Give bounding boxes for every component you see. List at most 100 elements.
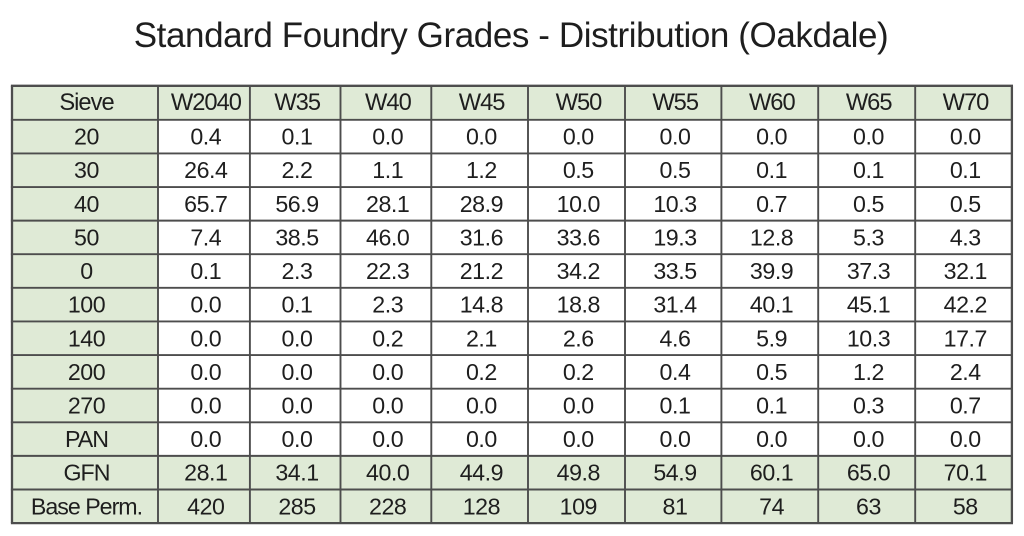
svg-text:28.1: 28.1: [366, 191, 409, 217]
svg-text:0.0: 0.0: [756, 124, 787, 150]
svg-text:0.0: 0.0: [372, 124, 403, 150]
svg-text:65.7: 65.7: [184, 191, 227, 217]
svg-text:31.4: 31.4: [653, 292, 697, 318]
svg-text:0.0: 0.0: [190, 292, 221, 318]
svg-text:W2040: W2040: [171, 90, 242, 116]
svg-text:0.0: 0.0: [950, 124, 981, 150]
svg-text:1.2: 1.2: [853, 359, 884, 385]
svg-text:44.9: 44.9: [460, 460, 503, 486]
svg-text:W50: W50: [556, 90, 603, 116]
svg-text:49.8: 49.8: [557, 460, 600, 486]
svg-text:63: 63: [856, 493, 881, 519]
svg-text:14.8: 14.8: [460, 292, 503, 318]
svg-text:128: 128: [463, 493, 500, 519]
svg-text:33.6: 33.6: [557, 224, 600, 250]
svg-text:0.0: 0.0: [282, 359, 313, 385]
svg-text:0.1: 0.1: [950, 157, 981, 183]
svg-text:W35: W35: [274, 90, 321, 116]
svg-text:20: 20: [74, 124, 99, 150]
svg-text:28.1: 28.1: [184, 460, 227, 486]
svg-text:W45: W45: [459, 90, 506, 116]
svg-text:7.4: 7.4: [190, 224, 221, 250]
svg-text:0.0: 0.0: [282, 426, 313, 452]
svg-text:19.3: 19.3: [653, 224, 696, 250]
svg-text:40.0: 40.0: [366, 460, 409, 486]
svg-text:30: 30: [74, 157, 99, 183]
svg-text:1.2: 1.2: [466, 157, 497, 183]
svg-text:0.0: 0.0: [282, 393, 313, 419]
svg-text:17.7: 17.7: [944, 325, 987, 351]
svg-text:0.5: 0.5: [950, 191, 981, 217]
svg-text:40: 40: [74, 191, 99, 217]
svg-text:40.1: 40.1: [750, 292, 793, 318]
svg-text:10.3: 10.3: [653, 191, 696, 217]
svg-text:Base Perm.: Base Perm.: [31, 493, 142, 519]
svg-text:65.0: 65.0: [847, 460, 890, 486]
svg-text:0.0: 0.0: [950, 426, 981, 452]
svg-text:0.0: 0.0: [853, 124, 884, 150]
svg-text:0.0: 0.0: [563, 393, 594, 419]
svg-text:70.1: 70.1: [944, 460, 987, 486]
svg-text:56.9: 56.9: [275, 191, 318, 217]
svg-text:2.1: 2.1: [466, 325, 497, 351]
svg-text:109: 109: [560, 493, 597, 519]
svg-text:420: 420: [187, 493, 224, 519]
svg-text:2.2: 2.2: [282, 157, 313, 183]
svg-text:W40: W40: [365, 90, 412, 116]
svg-text:1.1: 1.1: [372, 157, 403, 183]
svg-text:2.3: 2.3: [282, 258, 313, 284]
svg-text:0.5: 0.5: [853, 191, 884, 217]
svg-text:58: 58: [953, 493, 978, 519]
svg-text:28.9: 28.9: [460, 191, 503, 217]
svg-text:81: 81: [663, 493, 688, 519]
svg-text:0.2: 0.2: [563, 359, 594, 385]
svg-text:21.2: 21.2: [460, 258, 503, 284]
svg-text:39.9: 39.9: [750, 258, 793, 284]
svg-text:0.5: 0.5: [756, 359, 787, 385]
svg-text:0.0: 0.0: [563, 124, 594, 150]
svg-text:0: 0: [80, 258, 92, 284]
svg-text:74: 74: [759, 493, 784, 519]
svg-text:0.7: 0.7: [950, 393, 981, 419]
svg-text:54.9: 54.9: [653, 460, 696, 486]
svg-text:Sieve: Sieve: [59, 90, 114, 116]
svg-text:5.3: 5.3: [853, 224, 884, 250]
svg-text:0.0: 0.0: [372, 426, 403, 452]
svg-text:33.5: 33.5: [653, 258, 696, 284]
svg-text:50: 50: [74, 224, 99, 250]
svg-text:34.2: 34.2: [557, 258, 600, 284]
svg-text:0.4: 0.4: [190, 124, 221, 150]
svg-text:0.7: 0.7: [756, 191, 787, 217]
svg-text:22.3: 22.3: [366, 258, 409, 284]
svg-text:37.3: 37.3: [847, 258, 890, 284]
svg-text:0.1: 0.1: [756, 393, 787, 419]
svg-text:0.0: 0.0: [756, 426, 787, 452]
svg-text:0.0: 0.0: [190, 359, 221, 385]
svg-text:0.0: 0.0: [190, 426, 221, 452]
svg-text:0.0: 0.0: [282, 325, 313, 351]
svg-text:W70: W70: [943, 90, 990, 116]
svg-text:0.1: 0.1: [282, 124, 313, 150]
svg-text:W65: W65: [846, 90, 893, 116]
svg-text:10.3: 10.3: [847, 325, 890, 351]
svg-text:2.6: 2.6: [563, 325, 594, 351]
svg-text:0.1: 0.1: [190, 258, 221, 284]
svg-text:0.5: 0.5: [563, 157, 594, 183]
svg-text:4.3: 4.3: [950, 224, 981, 250]
svg-text:PAN: PAN: [65, 426, 108, 452]
svg-text:0.0: 0.0: [563, 426, 594, 452]
svg-text:46.0: 46.0: [366, 224, 409, 250]
svg-text:60.1: 60.1: [750, 460, 793, 486]
svg-text:0.0: 0.0: [853, 426, 884, 452]
svg-text:0.3: 0.3: [853, 393, 884, 419]
svg-text:5.9: 5.9: [756, 325, 787, 351]
svg-text:0.2: 0.2: [372, 325, 403, 351]
svg-text:26.4: 26.4: [184, 157, 228, 183]
svg-text:200: 200: [68, 359, 105, 385]
svg-text:2.3: 2.3: [372, 292, 403, 318]
svg-text:0.1: 0.1: [853, 157, 884, 183]
svg-text:0.2: 0.2: [466, 359, 497, 385]
svg-text:100: 100: [68, 292, 105, 318]
svg-text:38.5: 38.5: [275, 224, 318, 250]
svg-text:0.0: 0.0: [190, 393, 221, 419]
